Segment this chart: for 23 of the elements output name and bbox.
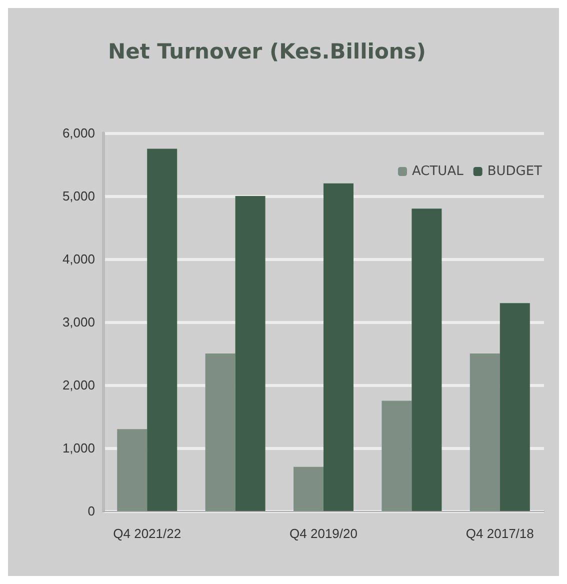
bar xyxy=(412,208,442,511)
y-tick-label: 1,000 xyxy=(62,440,95,456)
y-tick-label: 5,000 xyxy=(62,188,95,204)
y-tick-label: 2,000 xyxy=(62,378,95,392)
legend-label: ACTUAL xyxy=(412,164,464,179)
chart-title: Net Turnover (Kes.Billions) xyxy=(108,40,426,64)
x-tick-label: Q4 2019/20 xyxy=(290,526,358,541)
bar xyxy=(235,196,266,511)
x-tick-label: Q4 2021/22 xyxy=(113,526,182,541)
bar xyxy=(205,354,236,511)
bar xyxy=(324,183,354,511)
bar xyxy=(294,466,324,511)
x-tick-label: Q4 2017/18 xyxy=(466,526,534,541)
y-tick-label: 0 xyxy=(88,504,95,518)
bar xyxy=(147,148,178,511)
y-tick-label: 4,000 xyxy=(62,252,95,266)
y-tick-label: 6,000 xyxy=(62,126,95,140)
bar xyxy=(470,354,500,511)
bar xyxy=(117,429,148,511)
bar xyxy=(382,400,412,511)
y-tick-label: 3,000 xyxy=(62,314,95,330)
legend-label: BUDGET xyxy=(487,164,542,179)
bar xyxy=(500,303,530,511)
